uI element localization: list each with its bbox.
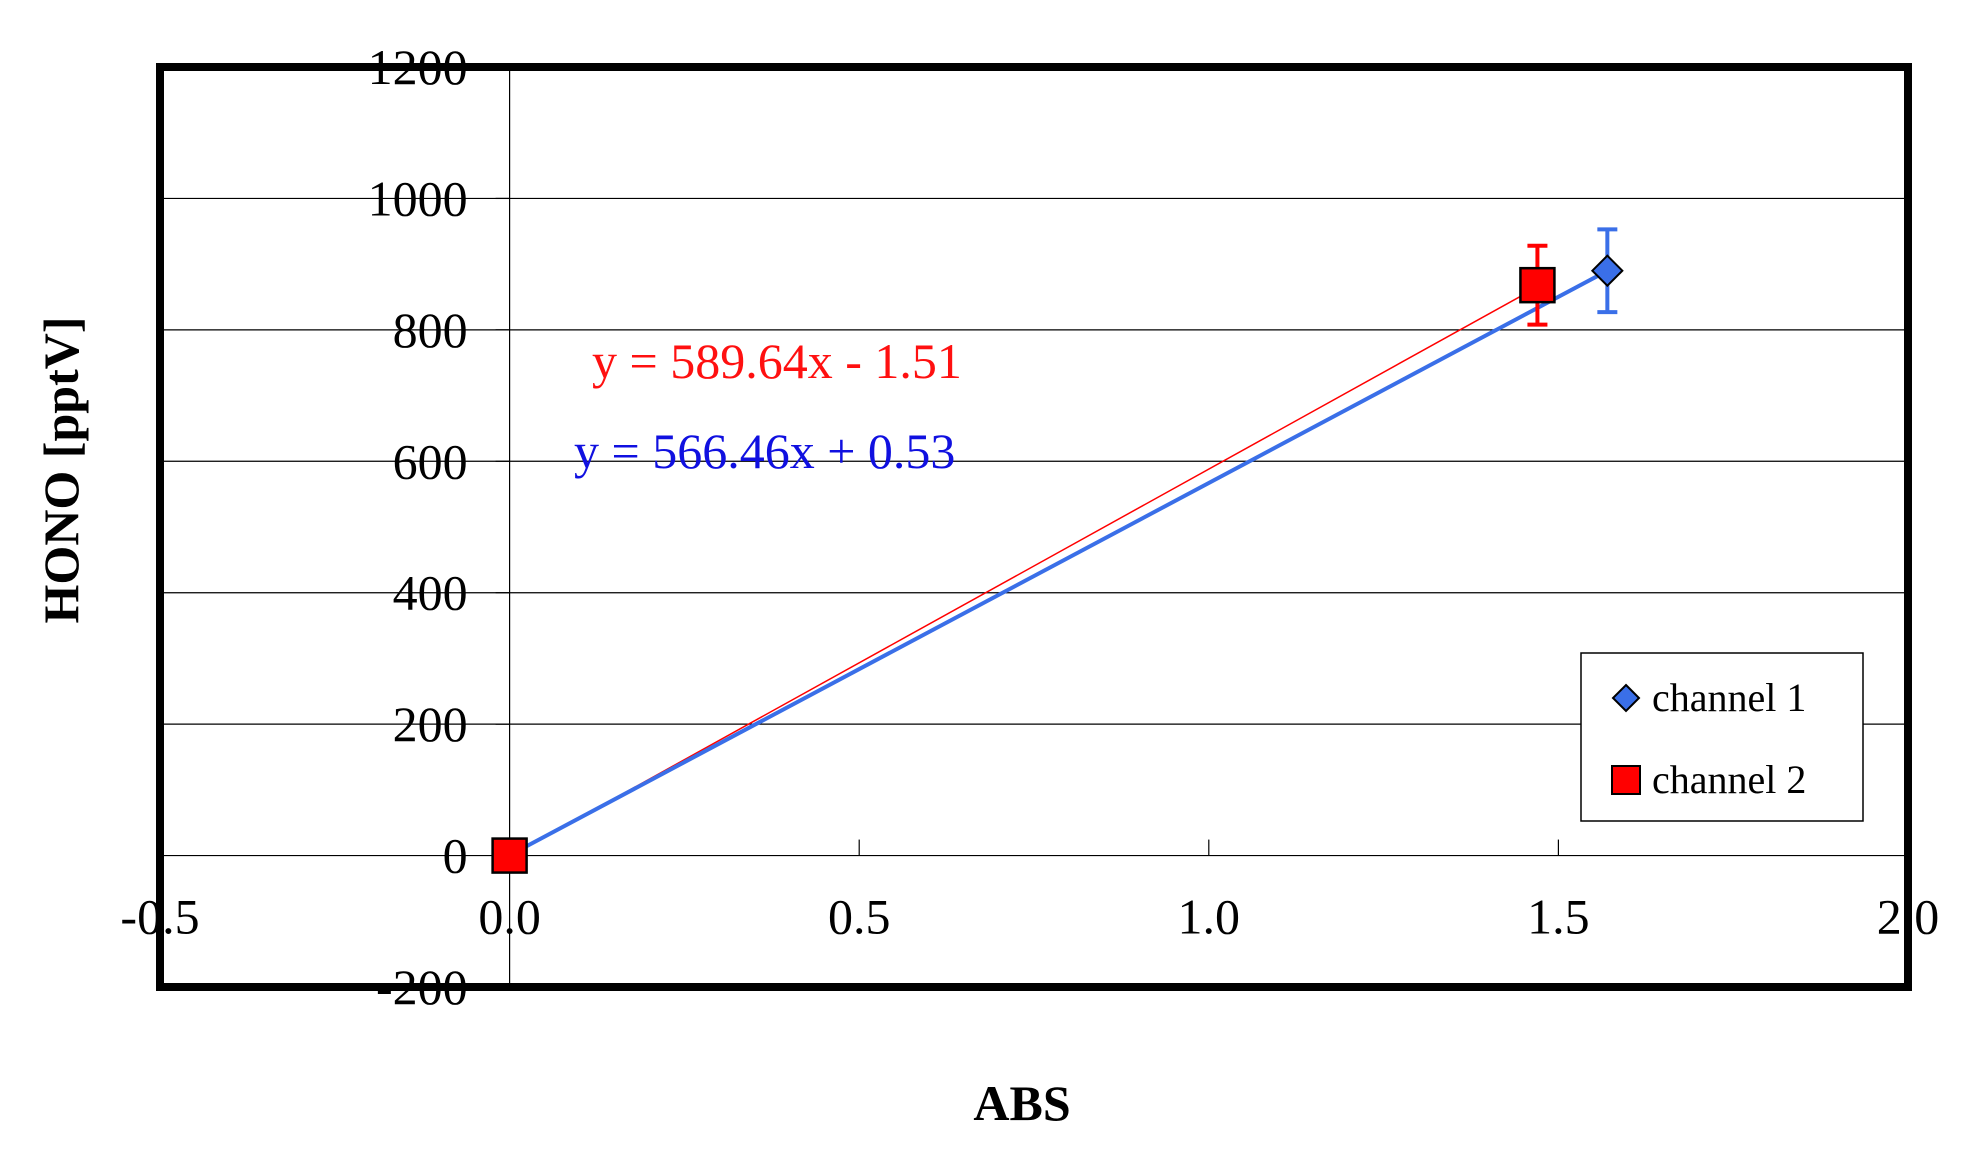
y-tick-label: 1000 — [368, 170, 468, 226]
trendline-channel-2 — [509, 286, 1538, 858]
y-tick-label: 0 — [443, 828, 468, 884]
trendline-label-channel-1: y = 566.46x + 0.53 — [574, 423, 955, 479]
tick-labels: -200 0 200 400 600 800 1000 1200 -0.5 0.0 0.5 1.0 1.… — [120, 39, 1939, 1015]
x-tick-label: 1.0 — [1178, 889, 1241, 945]
plot-frame — [156, 63, 1912, 991]
x-tick-label: 1.5 — [1527, 889, 1590, 945]
y-tick-label: -200 — [376, 959, 468, 1015]
data-points — [491, 254, 1624, 874]
y-tick-label: 1200 — [368, 39, 468, 95]
point-channel-1 — [1590, 254, 1624, 288]
legend-marker-channel-1 — [1611, 683, 1641, 713]
x-axis-title: ABS — [973, 1075, 1070, 1131]
point-channel-2 — [1519, 266, 1556, 304]
trendlines — [508, 269, 1609, 858]
point-channel-2 — [491, 837, 528, 874]
y-tick-label: 600 — [393, 433, 468, 489]
y-axis-title: HONO [pptV] — [33, 317, 89, 624]
legend-marker-channel-2 — [1611, 765, 1641, 795]
legend-label-channel-2: channel 2 — [1652, 757, 1806, 802]
trendline-label-channel-2: y = 589.64x - 1.51 — [592, 333, 962, 389]
x-tick-label: -0.5 — [120, 889, 199, 945]
y-tick-label: 200 — [393, 696, 468, 752]
legend: channel 1 channel 2 — [1580, 652, 1864, 822]
y-tick-label: 800 — [393, 302, 468, 358]
x-tick-label: 0.5 — [828, 889, 891, 945]
x-tick-label: 2.0 — [1877, 889, 1940, 945]
trendline-channel-1 — [508, 269, 1609, 857]
x-tick-label: 0.0 — [478, 889, 541, 945]
legend-label-channel-1: channel 1 — [1652, 675, 1806, 720]
y-tick-label: 400 — [393, 565, 468, 621]
